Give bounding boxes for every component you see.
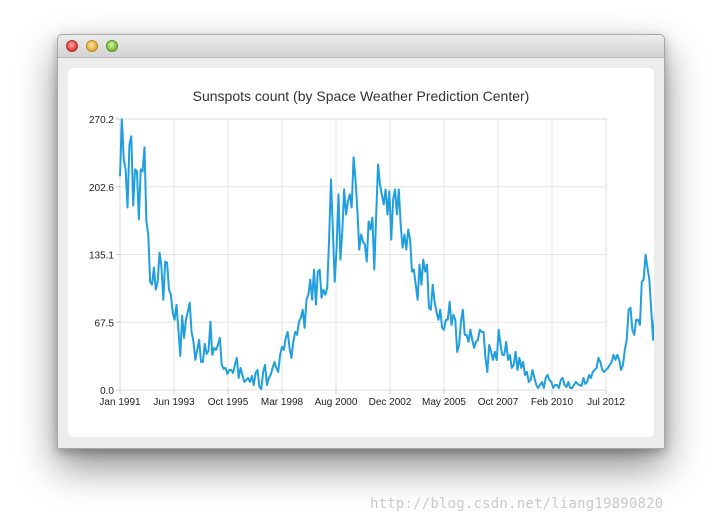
x-tick-label: Jun 1993 [153,397,195,408]
x-tick-label: Jul 2012 [587,397,625,408]
chart-panel: Sunspots count (by Space Weather Predict… [68,68,654,437]
x-tick-label: Feb 2010 [531,397,574,408]
x-tick-label: May 2005 [422,397,466,408]
maximize-button[interactable] [106,40,118,52]
x-tick-label: Mar 1998 [261,397,304,408]
chart-title: Sunspots count (by Space Weather Predict… [193,88,530,104]
sunspots-chart: Sunspots count (by Space Weather Predict… [89,88,654,408]
x-axis: Jan 1991 Jun 1993 Oct 1995 Mar 1998 Aug 2000… [99,390,625,408]
sunspots-series-line [119,118,654,390]
x-tick-label: Dec 2002 [369,397,412,408]
close-button[interactable] [66,40,78,52]
plot-grid [119,118,607,391]
minimize-button[interactable] [86,40,98,52]
y-tick-label: 0.0 [100,386,114,397]
app-window: Sunspots count (by Space Weather Predict… [57,34,665,449]
y-tick-label: 67.5 [95,318,115,329]
x-tick-label: Oct 2007 [478,397,519,408]
x-tick-label: Jan 1991 [99,397,141,408]
y-tick-label: 270.2 [89,115,114,126]
watermark-text: http://blog.csdn.net/liang19890820 [370,496,664,512]
y-axis: 0.0 67.5 135.1 202.6 270.2 [89,115,120,397]
y-tick-label: 135.1 [89,251,114,262]
y-tick-label: 202.6 [89,183,114,194]
title-bar[interactable] [58,35,664,58]
series-layer [119,118,654,390]
x-tick-label: Aug 2000 [315,397,358,408]
x-tick-label: Oct 1995 [208,397,249,408]
